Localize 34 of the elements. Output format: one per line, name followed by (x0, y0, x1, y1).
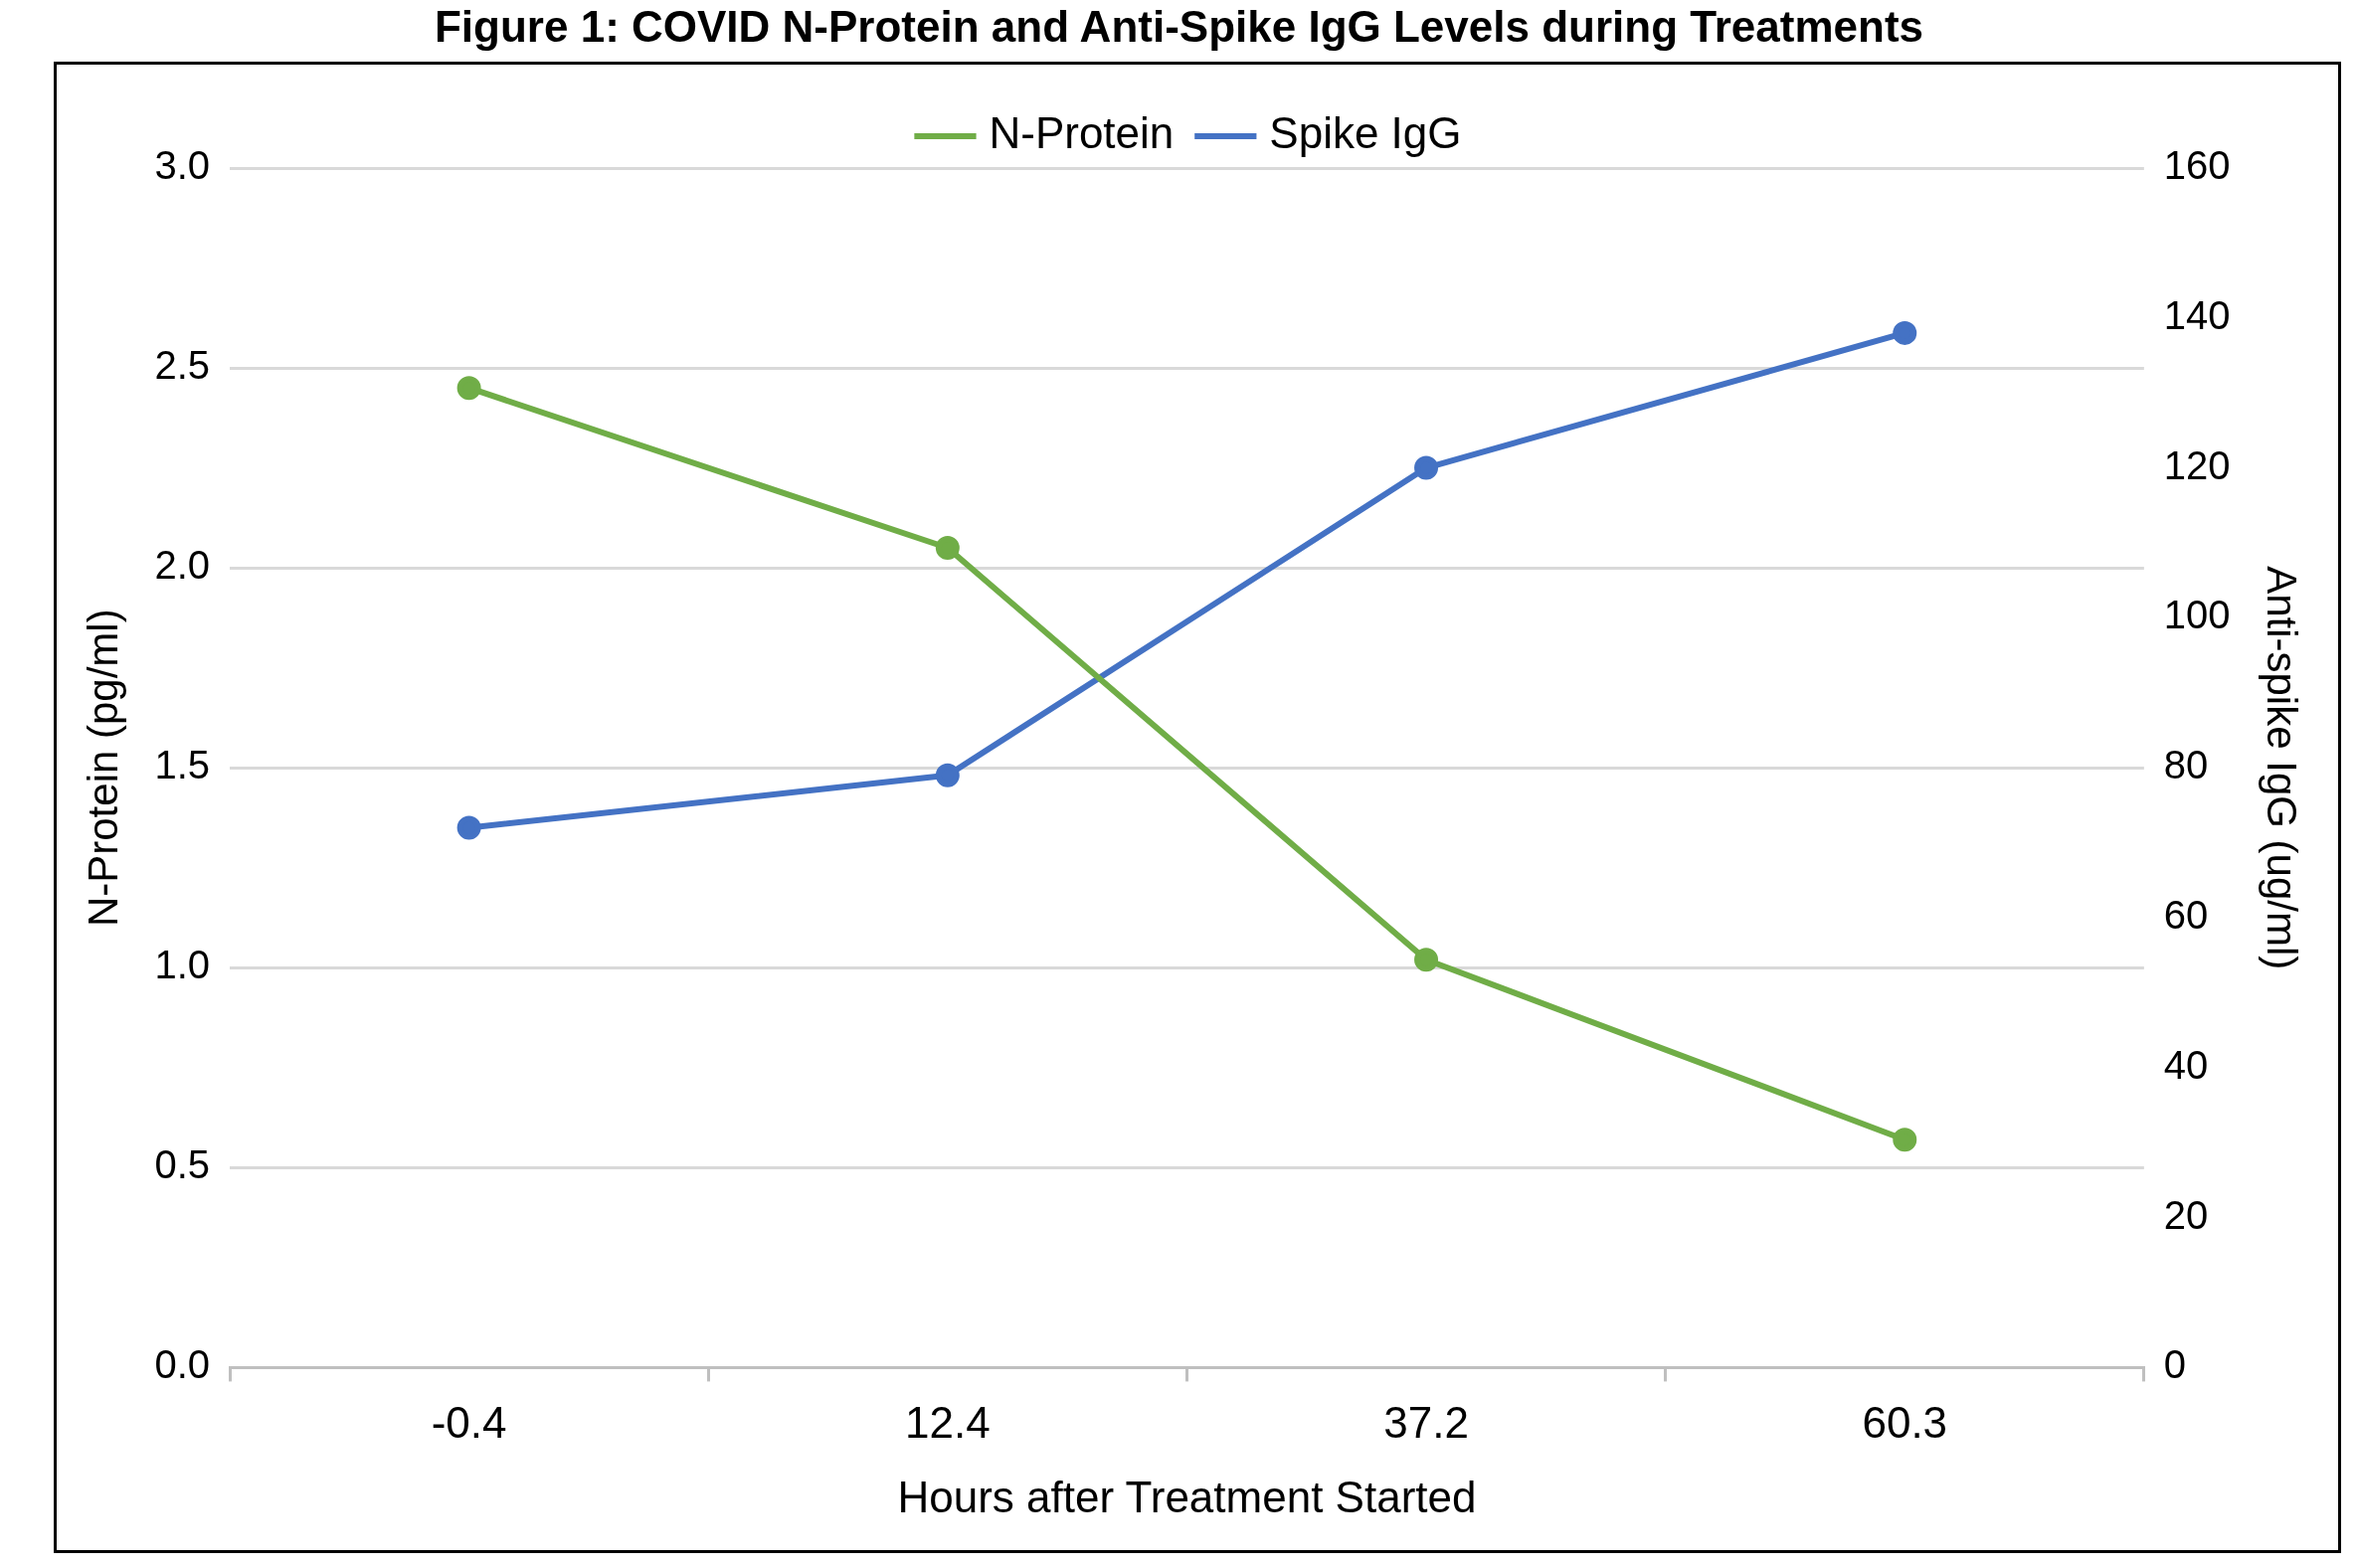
point (935, 536, 960, 561)
y-tick-label: 3.0 (154, 143, 211, 188)
y2-tick-label: 160 (2163, 143, 2231, 188)
y2-tick-label: 20 (2163, 1192, 2209, 1237)
y2-tick-label: 140 (2163, 292, 2231, 337)
point (935, 763, 960, 787)
point (1893, 1128, 1917, 1152)
x-tick-label: 60.3 (1862, 1397, 1948, 1447)
y-tick-label: 0.0 (154, 1342, 211, 1387)
y-axis-title: N-Protein (pg/ml) (79, 609, 126, 928)
x-tick-label: 12.4 (905, 1397, 991, 1447)
legend-label: N-Protein (989, 108, 1175, 158)
x-tick-label: 37.2 (1383, 1397, 1469, 1447)
y2-tick-label: 80 (2163, 743, 2209, 787)
y-tick-label: 2.0 (154, 543, 211, 588)
chart-title: Figure 1: COVID N-Protein and Anti-Spike IgG Levels during Treatments (434, 1, 1924, 53)
y2-tick-label: 0 (2163, 1342, 2187, 1387)
point (1893, 320, 1917, 345)
legend-label: Spike IgG (1269, 108, 1462, 158)
y2-tick-label: 100 (2163, 593, 2231, 637)
y-tick-label: 2.5 (154, 343, 211, 388)
y2-tick-label: 40 (2163, 1042, 2209, 1087)
y2-axis-title: Anti-spike IgG (ug/ml) (2259, 566, 2306, 970)
x-axis-title: Hours after Treatment Started (897, 1472, 1477, 1521)
x-tick-label: -0.4 (431, 1397, 507, 1447)
y2-tick-label: 60 (2163, 893, 2209, 938)
y-tick-label: 1.0 (154, 943, 211, 987)
point (456, 815, 481, 840)
y-tick-label: 0.5 (154, 1142, 211, 1187)
y-tick-label: 1.5 (154, 743, 211, 787)
point (456, 376, 481, 401)
y2-tick-label: 120 (2163, 442, 2231, 487)
point (1414, 455, 1439, 480)
point (1414, 948, 1439, 972)
